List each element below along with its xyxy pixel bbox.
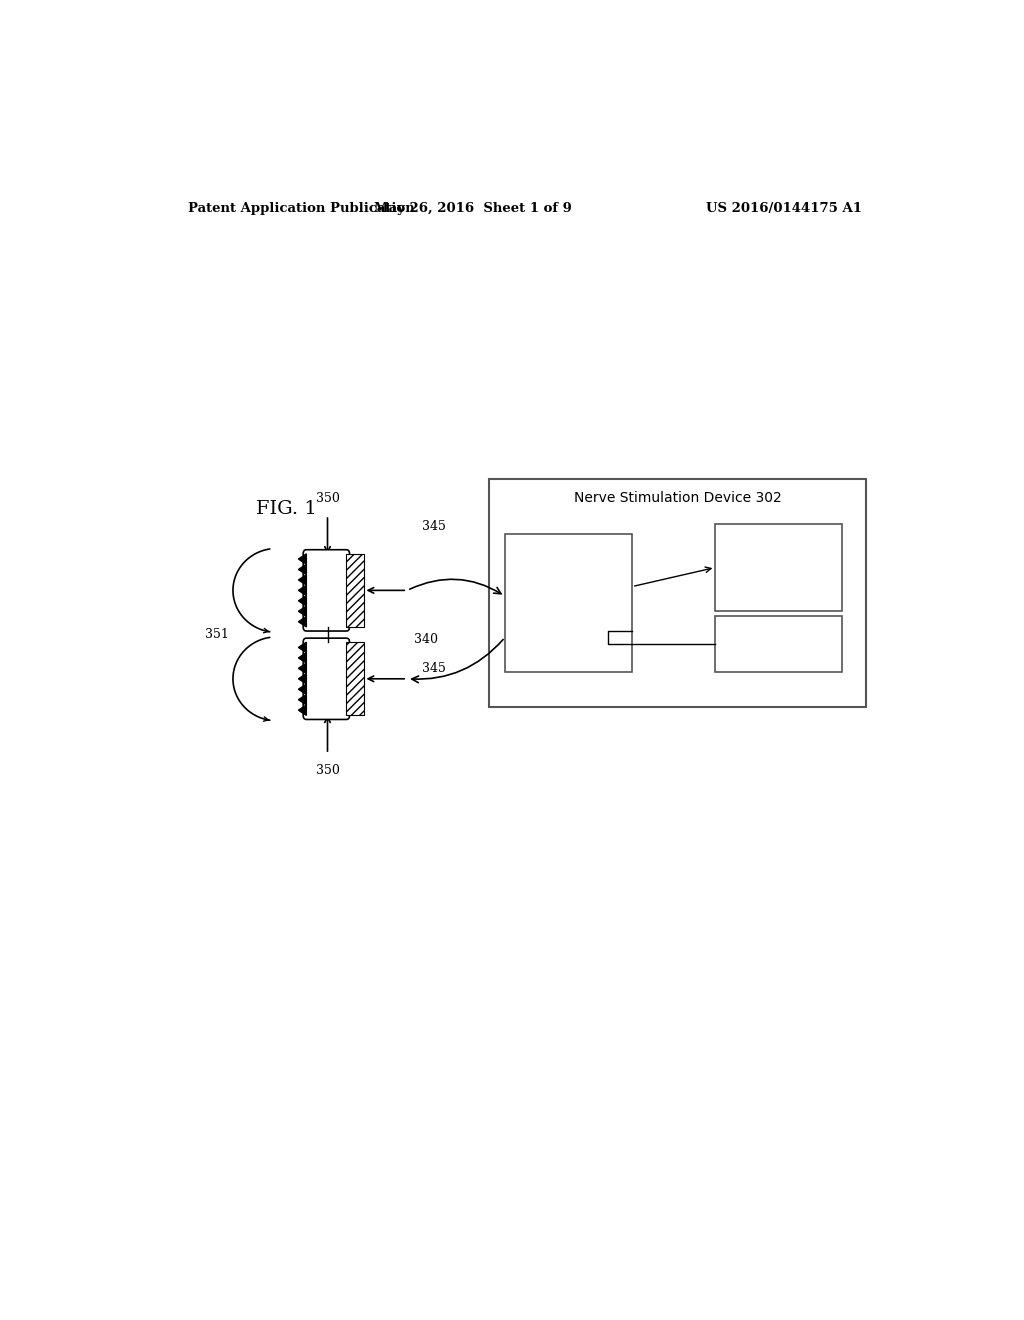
Polygon shape <box>298 663 306 673</box>
Text: 350: 350 <box>315 764 339 777</box>
Polygon shape <box>298 574 306 585</box>
FancyArrowPatch shape <box>412 639 503 682</box>
FancyBboxPatch shape <box>346 554 364 627</box>
Text: Control
Unit
330: Control Unit 330 <box>756 543 802 591</box>
Text: 345: 345 <box>422 663 445 675</box>
Text: FIG. 1: FIG. 1 <box>256 500 317 517</box>
Text: 345: 345 <box>422 520 445 533</box>
FancyBboxPatch shape <box>346 643 364 715</box>
FancyBboxPatch shape <box>715 524 842 611</box>
Text: 351: 351 <box>205 628 229 642</box>
Text: Nerve Stimulation Device 302: Nerve Stimulation Device 302 <box>573 491 781 504</box>
FancyBboxPatch shape <box>489 479 866 708</box>
Text: 340: 340 <box>414 634 437 647</box>
Polygon shape <box>298 673 306 684</box>
Polygon shape <box>298 684 306 694</box>
Text: Patent Application Publication: Patent Application Publication <box>187 202 415 215</box>
FancyBboxPatch shape <box>715 615 842 672</box>
Polygon shape <box>298 564 306 574</box>
Polygon shape <box>298 585 306 595</box>
Polygon shape <box>298 652 306 663</box>
Polygon shape <box>298 554 306 564</box>
Text: 350: 350 <box>315 492 339 506</box>
FancyBboxPatch shape <box>505 535 632 672</box>
Polygon shape <box>298 694 306 705</box>
Text: May 26, 2016  Sheet 1 of 9: May 26, 2016 Sheet 1 of 9 <box>375 202 572 215</box>
Polygon shape <box>298 705 306 715</box>
Text: US 2016/0144175 A1: US 2016/0144175 A1 <box>707 202 862 215</box>
Polygon shape <box>298 643 306 652</box>
Text: Impulse
Generator
310: Impulse Generator 310 <box>537 578 600 627</box>
FancyBboxPatch shape <box>303 638 349 719</box>
Polygon shape <box>298 616 306 627</box>
Polygon shape <box>298 606 306 616</box>
Polygon shape <box>298 595 306 606</box>
FancyArrowPatch shape <box>410 579 501 594</box>
FancyBboxPatch shape <box>303 549 349 631</box>
Text: Power
Source
320: Power Source 320 <box>757 619 801 668</box>
